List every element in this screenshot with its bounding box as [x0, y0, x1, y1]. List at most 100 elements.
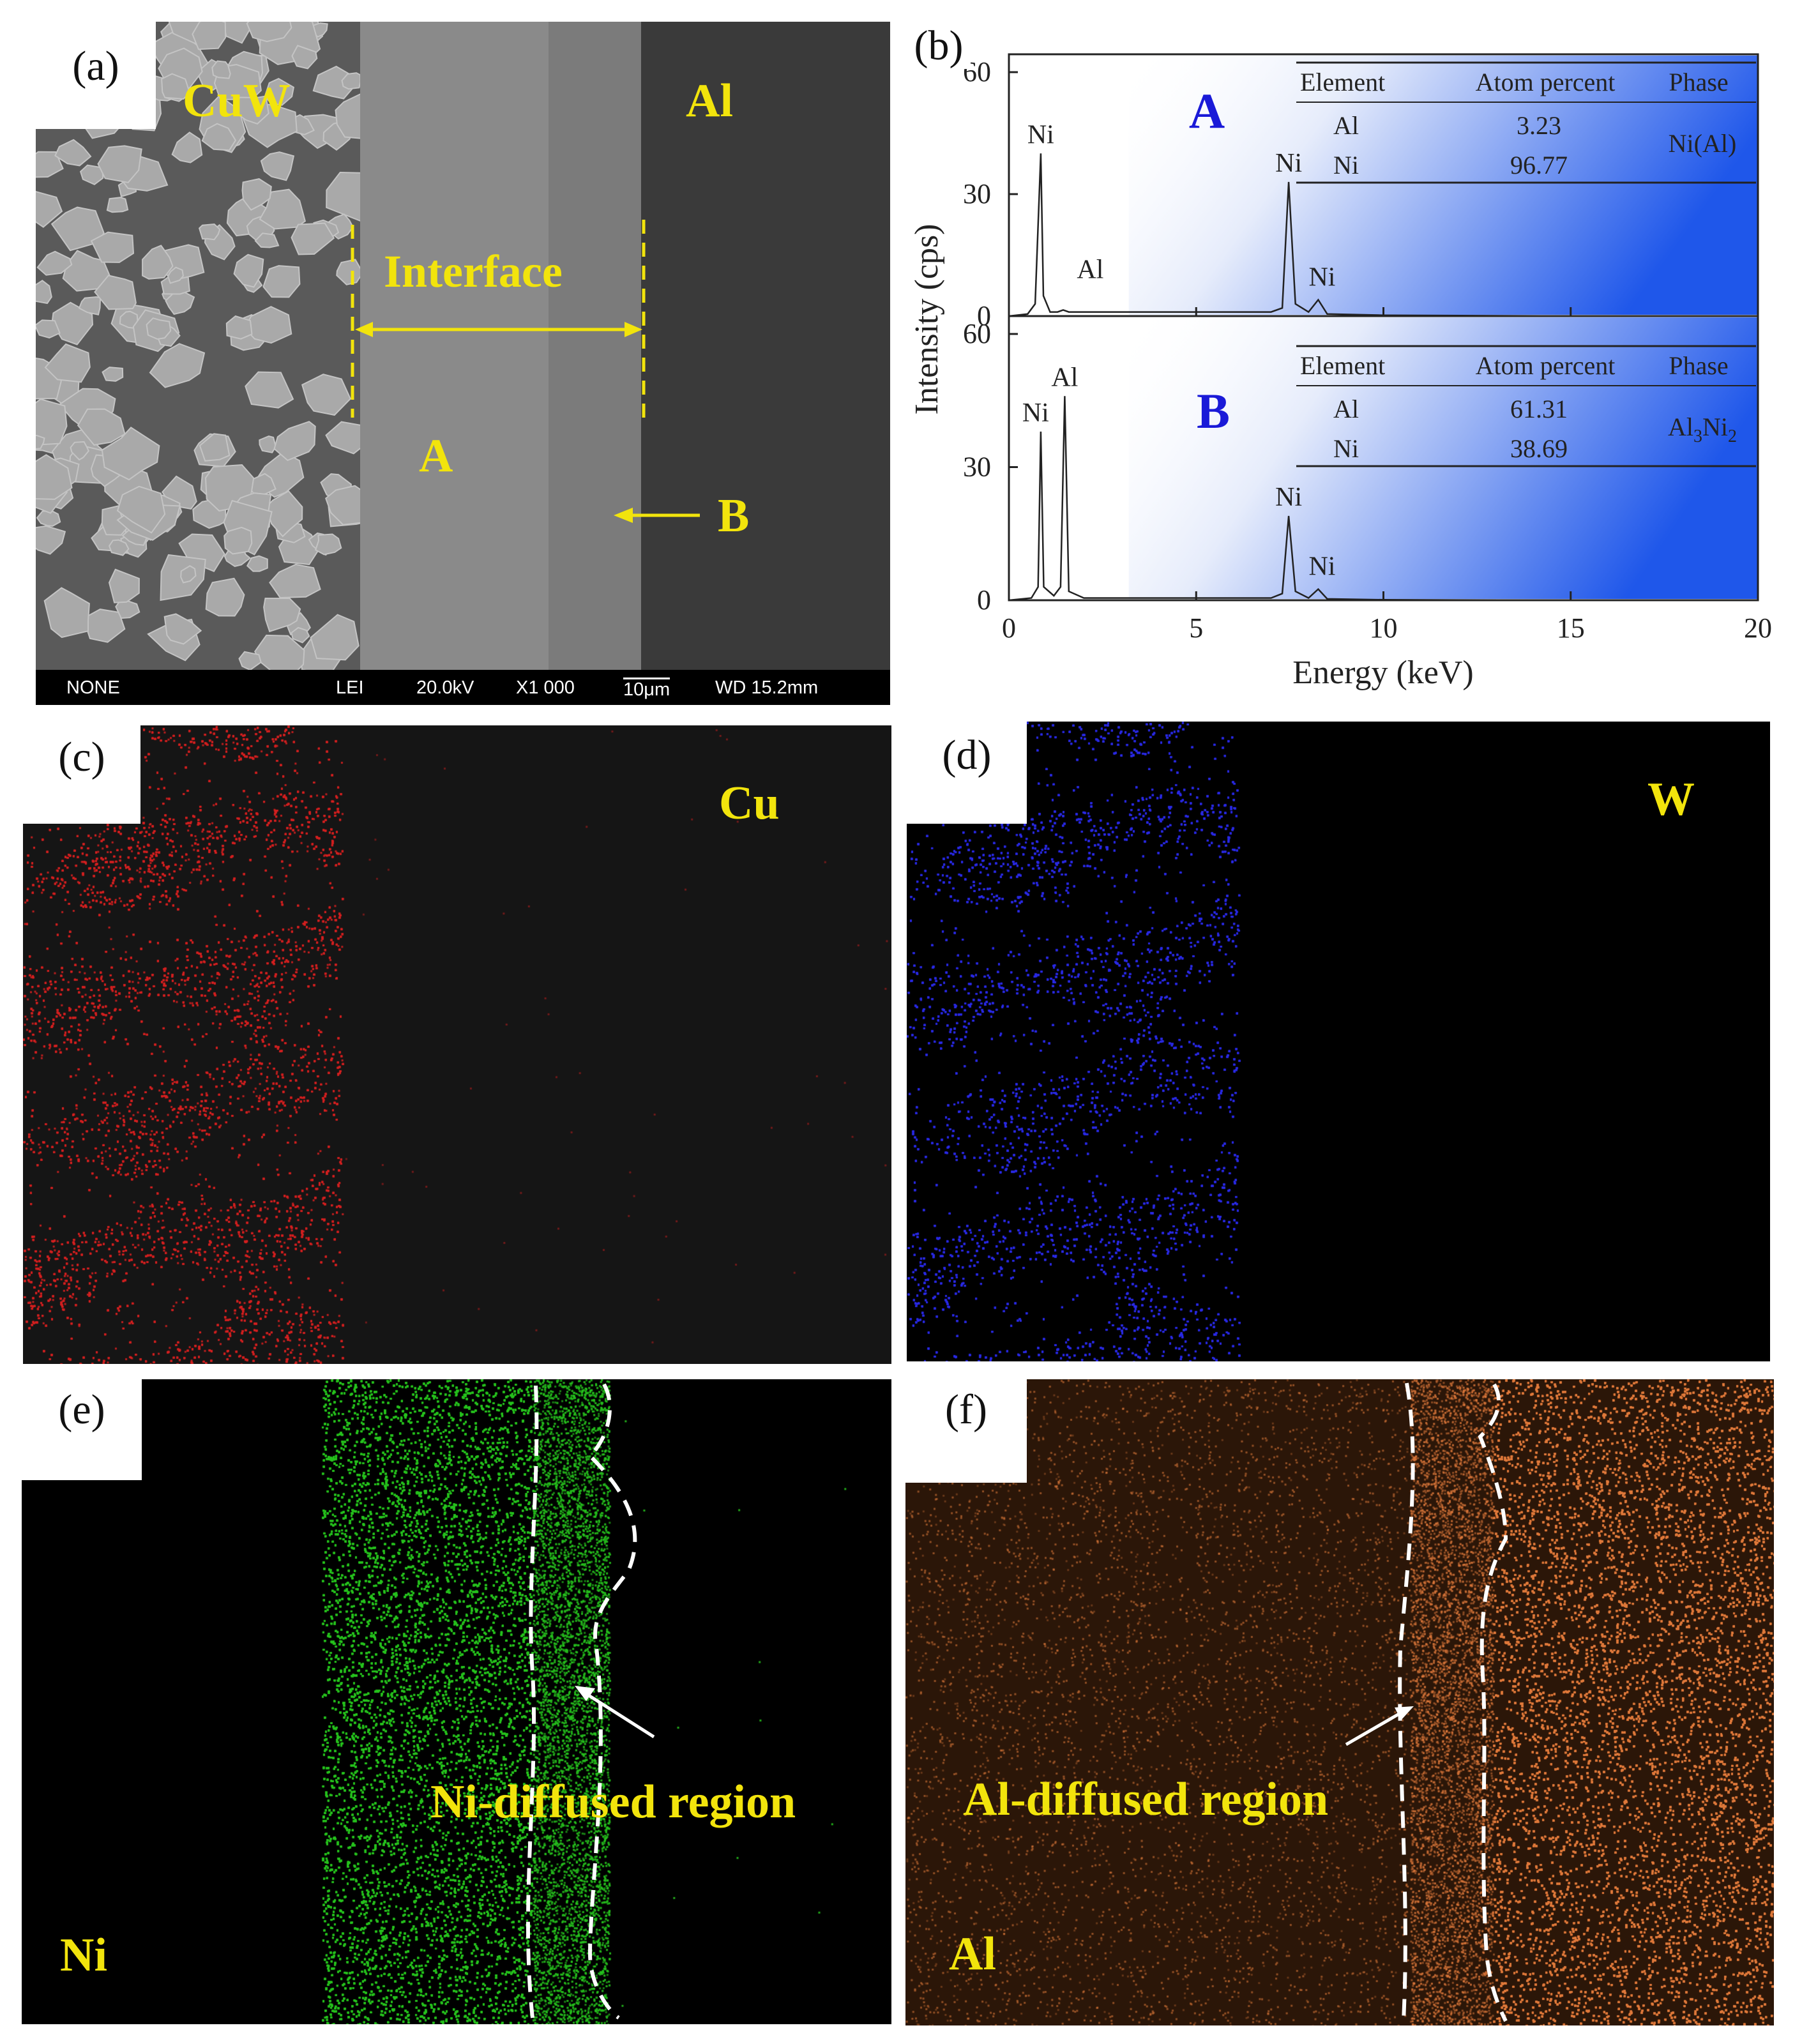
table-header: Element	[1300, 351, 1385, 380]
al-diffusion-boundaries	[1345, 1382, 1508, 2022]
table-header: Element	[1300, 68, 1385, 96]
y-tick-label: 60	[963, 318, 991, 349]
w-grain	[335, 93, 360, 139]
w-grain	[108, 539, 130, 556]
w-grain	[225, 315, 253, 340]
peak-label: Ni	[1275, 483, 1302, 512]
working-distance-text: WD 15.2mm	[715, 678, 819, 698]
scale-bar-text: 10μm	[623, 678, 670, 700]
w-grain	[198, 223, 221, 241]
spot-label: B	[1197, 383, 1230, 439]
w-grain	[36, 280, 52, 305]
w-grain	[325, 485, 360, 526]
ni-map-panel: Ni-diffused region Ni	[22, 1379, 891, 2024]
panel-f-label: (f)	[905, 1379, 1027, 1483]
w-grain	[192, 22, 227, 50]
w-grain	[291, 45, 318, 70]
w-grain	[245, 371, 294, 409]
ni-diffused-region-label: Ni-diffused region	[430, 1776, 796, 1828]
w-grain	[108, 568, 140, 603]
cu-map-dots	[23, 725, 891, 1364]
w-grain	[163, 613, 202, 645]
voltage-text: 20.0kV	[416, 678, 474, 698]
spectrum-background	[1128, 56, 1758, 315]
peak-label: Ni	[1027, 120, 1054, 149]
w-grain	[36, 191, 63, 228]
w-grain	[291, 222, 335, 255]
cuw-label: CuW	[183, 75, 291, 127]
cu-map-panel: Cu	[23, 725, 891, 1364]
x-tick-label: 5	[1189, 612, 1203, 644]
w-grain	[273, 421, 316, 462]
w-grain	[341, 72, 360, 90]
w-grain	[44, 343, 91, 383]
region-b-label: B	[718, 490, 750, 542]
table-header: Atom percent	[1476, 351, 1616, 380]
x-axis-label: Energy (keV)	[1292, 655, 1474, 691]
y-tick-label: 0	[977, 584, 991, 616]
w-grain	[36, 151, 64, 178]
w-map-panel: W	[907, 722, 1770, 1361]
w-grain	[325, 421, 360, 455]
w-grain	[259, 188, 307, 230]
w-grain	[161, 73, 191, 100]
w-grain	[260, 151, 295, 181]
peak-label: Al	[1051, 363, 1078, 392]
w-grain	[115, 598, 140, 619]
w-grain	[263, 597, 301, 633]
w-grain	[301, 374, 351, 416]
panel-b-label: (b)	[907, 23, 971, 69]
ni-element-label: Ni	[60, 1929, 107, 1981]
table-percent: 96.77	[1510, 151, 1568, 179]
w-grain	[269, 563, 321, 599]
al-diffused-region-label: Al-diffused region	[963, 1773, 1329, 1826]
panel-a-label: (a)	[36, 22, 156, 129]
detector-text: NONE	[66, 678, 120, 698]
w-grain	[238, 651, 262, 670]
table-phase: Al3Ni2	[1668, 413, 1737, 446]
w-grain	[314, 533, 342, 556]
peak-label: Ni	[1275, 149, 1302, 178]
interface-annotations	[351, 220, 700, 523]
table-element: Al	[1333, 395, 1359, 423]
w-grain	[36, 250, 73, 276]
y-tick-label: 30	[963, 178, 991, 209]
w-grain	[291, 626, 310, 644]
x-tick-label: 0	[1002, 612, 1016, 644]
eds-spectra-panel: 0 30 60 Ni Al Ni Ni A Element Atom percent Phase Al…	[900, 19, 1802, 709]
y-tick-label: 30	[963, 451, 991, 483]
w-grain	[36, 319, 61, 339]
peak-label: Ni	[1308, 552, 1335, 582]
panel-c-label: (c)	[23, 725, 140, 824]
w-grain	[90, 231, 135, 263]
y-tick-label: 0	[977, 300, 991, 331]
interface-label: Interface	[384, 246, 563, 297]
peak-label: Ni	[1308, 263, 1335, 292]
w-grain	[262, 265, 301, 298]
spectrum-background	[1128, 317, 1758, 599]
w-grain	[326, 171, 360, 222]
eds-chart: 0 30 60 Ni Al Ni Ni A Element Atom percent Phase Al…	[909, 53, 1772, 691]
w-grain	[36, 398, 68, 446]
w-grain	[36, 435, 45, 450]
ni-layer-region	[360, 22, 549, 670]
w-grain	[167, 266, 184, 284]
spectrum-line	[1008, 396, 1758, 602]
table-percent: 38.69	[1510, 434, 1568, 463]
b-layer-region	[549, 22, 641, 670]
table-header: Phase	[1669, 351, 1728, 380]
table-percent: 61.31	[1510, 395, 1568, 423]
w-grain	[36, 454, 73, 500]
w-grain	[101, 427, 160, 481]
cu-element-label: Cu	[719, 777, 780, 829]
w-grain	[223, 526, 253, 555]
w-grain	[171, 132, 203, 163]
mode-text: LEI	[336, 678, 364, 698]
w-grain	[233, 254, 264, 288]
spot-label: A	[1189, 83, 1225, 139]
al-label: Al	[686, 75, 733, 127]
x-tick-label: 10	[1370, 612, 1398, 644]
panel-e-label: (e)	[22, 1379, 142, 1480]
sem-info-bar: NONE LEI 20.0kV X1 000 10μm WD 15.2mm	[36, 670, 890, 705]
table-element: Ni	[1333, 151, 1359, 179]
